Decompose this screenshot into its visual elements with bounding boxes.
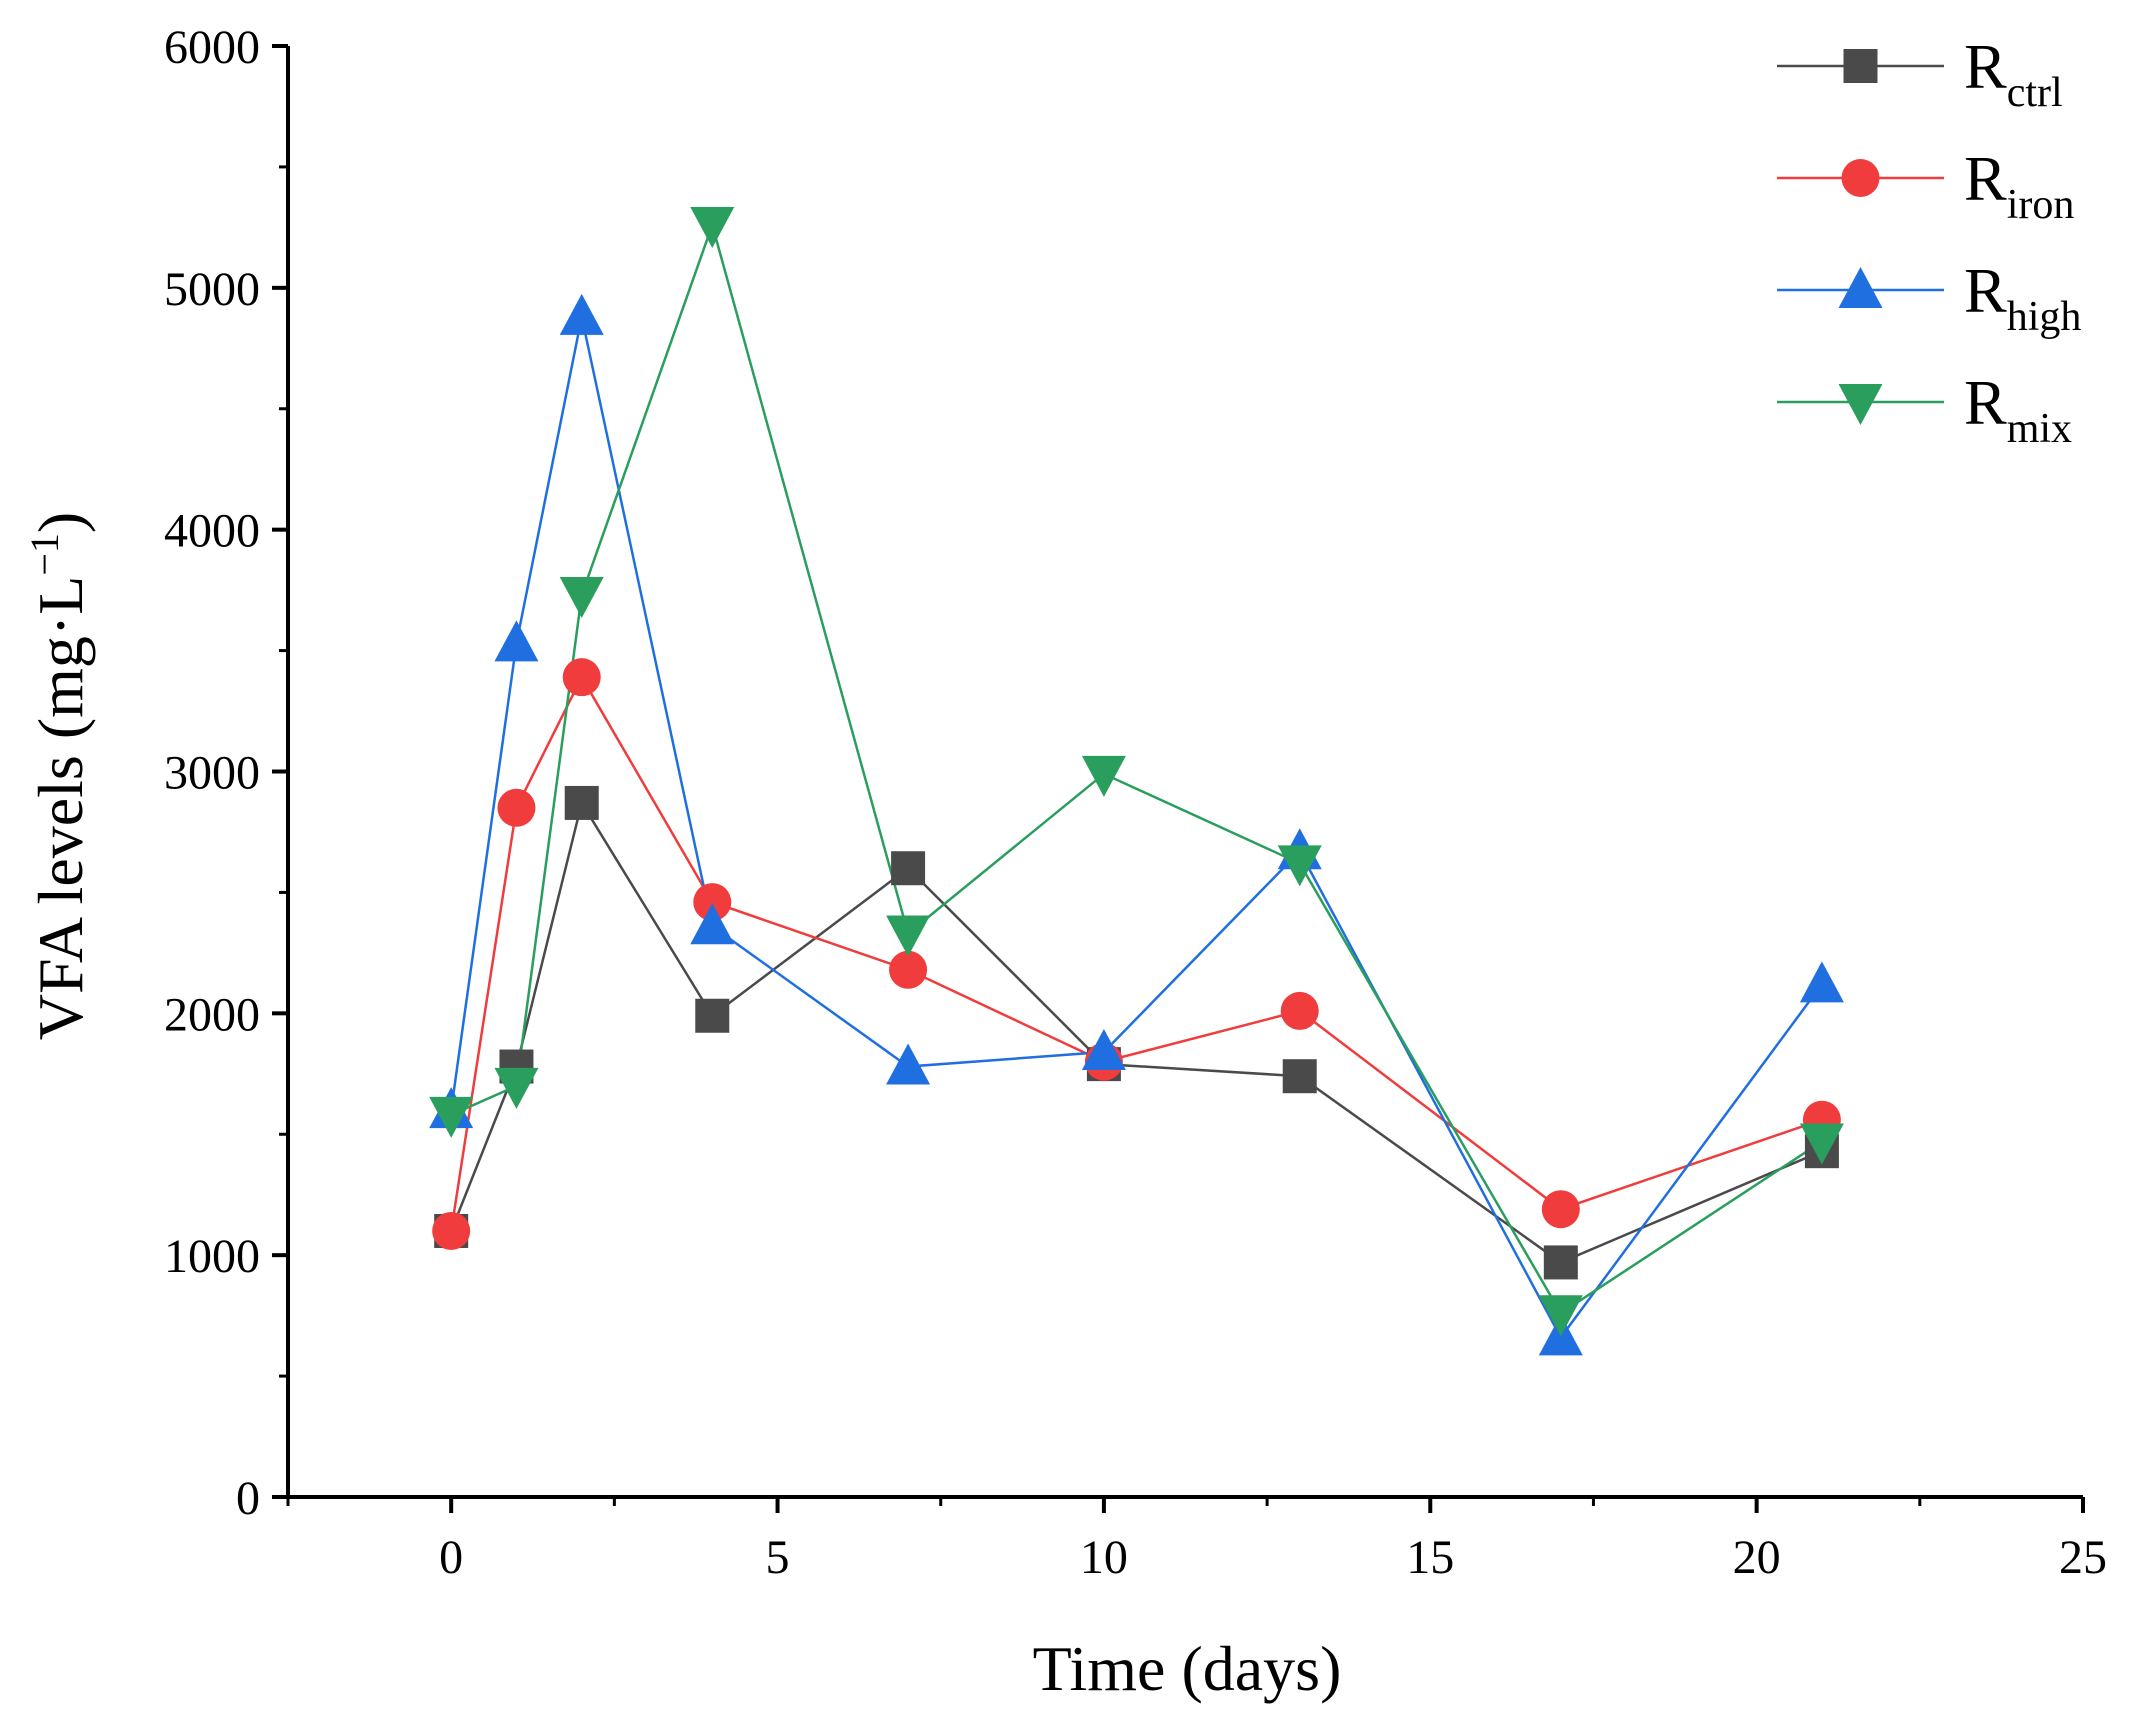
- legend-label: Rmix: [1964, 367, 2072, 452]
- legend-entry-iron: Riron: [1777, 143, 2074, 228]
- data-point-iron: [889, 950, 928, 989]
- series-lines: [449, 220, 1823, 1340]
- legend-label-main: R: [1964, 31, 2007, 102]
- series-markers: [429, 206, 1844, 1356]
- data-point-high: [1081, 1029, 1126, 1071]
- y-axis-title-close: ): [25, 512, 96, 533]
- legend-entry-mix: Rmix: [1777, 367, 2072, 452]
- y-tick-label: 4000: [164, 505, 260, 558]
- series-line-mix: [450, 220, 1823, 1315]
- data-point-iron: [432, 1211, 471, 1250]
- data-point-iron: [693, 883, 732, 922]
- y-axis-title: VFA levels (mg·L−1): [22, 512, 96, 1040]
- data-point-mix: [690, 206, 735, 248]
- data-point-high: [559, 293, 604, 335]
- data-point-mix: [1799, 1123, 1844, 1165]
- x-axis-title: Time (days): [1033, 1633, 1342, 1704]
- x-tick-label: 5: [766, 1531, 790, 1584]
- data-point-mix: [1538, 1295, 1583, 1337]
- legend-label-main: R: [1964, 255, 2007, 326]
- legend-marker: [1843, 49, 1878, 83]
- x-tick-label: 15: [1406, 1531, 1454, 1584]
- legend-label: Rhigh: [1964, 255, 2081, 340]
- legend-label: Riron: [1964, 143, 2074, 228]
- data-point-high: [690, 903, 735, 945]
- legend-label-main: R: [1964, 367, 2007, 438]
- data-point-ctrl: [564, 785, 599, 820]
- series-line-iron: [449, 674, 1823, 1232]
- data-point-high: [494, 620, 539, 662]
- data-point-ctrl: [1543, 1245, 1578, 1280]
- y-axis-title-power: −1: [22, 533, 67, 576]
- data-point-mix: [1081, 755, 1126, 797]
- legend-label-subscript: iron: [2007, 182, 2075, 228]
- y-tick-label: 1000: [164, 1230, 260, 1283]
- y-tick-label: 0: [236, 1472, 260, 1525]
- data-point-mix: [886, 915, 931, 957]
- y-tick-label: 2000: [164, 988, 260, 1041]
- data-point-high: [886, 1043, 931, 1085]
- legend-marker: [1841, 159, 1880, 197]
- y-axis-title-main: VFA levels (mg·L: [25, 576, 96, 1041]
- x-tick-label: 0: [439, 1531, 463, 1584]
- data-point-ctrl: [891, 851, 926, 886]
- y-tick-label: 5000: [164, 263, 260, 316]
- data-point-mix: [1277, 845, 1322, 887]
- data-point-iron: [1541, 1190, 1580, 1229]
- data-point-iron: [562, 658, 601, 697]
- legend-label-subscript: ctrl: [2007, 70, 2063, 116]
- data-point-ctrl: [1282, 1059, 1317, 1094]
- x-tick-label: 25: [2059, 1531, 2107, 1584]
- y-tick-label: 3000: [164, 747, 260, 800]
- legend-label-subscript: high: [2007, 294, 2082, 340]
- data-point-iron: [497, 788, 536, 827]
- axis-ticks: 0 1000 2000 3000 4000 5000 6000 0 5 10 15 20 25: [164, 21, 2107, 1584]
- data-point-high: [1799, 961, 1844, 1003]
- legend-entry-high: Rhigh: [1777, 255, 2081, 340]
- data-point-mix: [429, 1096, 474, 1138]
- legend-marker: [1838, 267, 1883, 308]
- legend-marker: [1838, 384, 1883, 425]
- legend-label-main: R: [1964, 143, 2007, 214]
- data-point-iron: [1280, 991, 1319, 1030]
- data-point-mix: [559, 576, 604, 618]
- data-point-ctrl: [695, 998, 730, 1033]
- y-tick-label: 6000: [164, 21, 260, 74]
- x-tick-label: 10: [1080, 1531, 1128, 1584]
- series-line-high: [449, 316, 1823, 1340]
- series-line-ctrl: [450, 799, 1823, 1264]
- legend-label-subscript: mix: [2007, 406, 2072, 452]
- legend-entry-ctrl: Rctrl: [1777, 31, 2063, 116]
- x-tick-label: 20: [1733, 1531, 1781, 1584]
- legend-label: Rctrl: [1964, 31, 2063, 116]
- data-point-mix: [494, 1067, 539, 1109]
